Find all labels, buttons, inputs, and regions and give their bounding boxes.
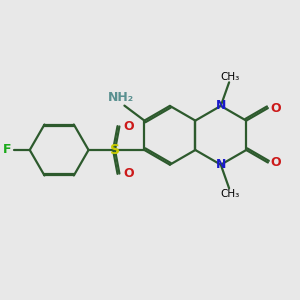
Text: O: O xyxy=(271,102,281,115)
Text: N: N xyxy=(216,99,226,112)
Text: F: F xyxy=(3,143,11,157)
Text: O: O xyxy=(123,120,134,133)
Text: CH₃: CH₃ xyxy=(221,189,240,199)
Text: NH₂: NH₂ xyxy=(108,91,134,104)
Text: O: O xyxy=(271,156,281,169)
Text: CH₃: CH₃ xyxy=(221,72,240,82)
Text: S: S xyxy=(110,143,120,157)
Text: N: N xyxy=(216,158,226,171)
Text: O: O xyxy=(123,167,134,180)
